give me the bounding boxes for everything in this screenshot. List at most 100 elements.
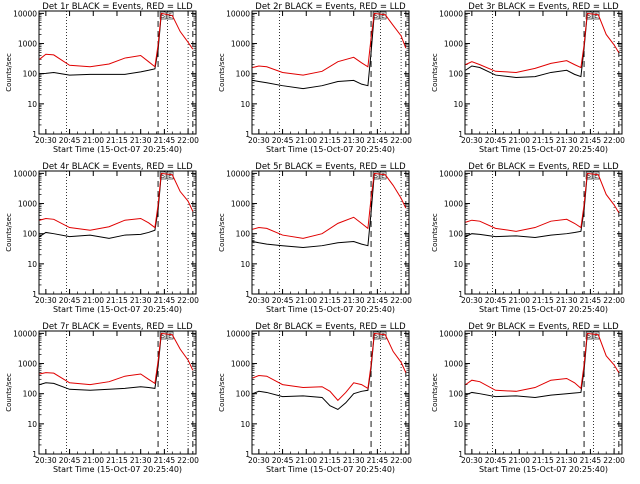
flag-box xyxy=(372,11,380,20)
y-tick-label: 1000 xyxy=(231,200,250,209)
y-tick-label: 10000 xyxy=(13,329,37,338)
x-tick-label: 21:15 xyxy=(106,456,128,465)
x-tick-label: 21:45 xyxy=(367,136,389,145)
x-tick-label: 22:00 xyxy=(177,456,199,465)
series-line-lld xyxy=(252,12,407,76)
y-tick-label: 100 xyxy=(236,70,251,79)
y-tick-label: 100 xyxy=(449,230,464,239)
y-tick-label: 100 xyxy=(449,390,464,399)
y-tick-label: 1 xyxy=(32,450,37,459)
y-tick-label: 10 xyxy=(27,100,37,109)
series-line-events xyxy=(252,14,375,90)
x-tick-label: 21:00 xyxy=(82,456,104,465)
x-tick-label: 21:30 xyxy=(130,456,152,465)
x-tick-label: 20:45 xyxy=(272,456,294,465)
flag-label: E xyxy=(381,173,385,180)
flag-label: E xyxy=(594,13,598,20)
y-tick-label: 1 xyxy=(458,130,463,139)
x-tick-label: 22:00 xyxy=(177,136,199,145)
flag-label: S xyxy=(161,333,165,340)
x-tick-label: 21:45 xyxy=(154,296,176,305)
x-tick-label: 21:00 xyxy=(295,136,317,145)
x-tick-label: 20:45 xyxy=(272,136,294,145)
x-tick-label: 20:30 xyxy=(35,296,57,305)
y-tick-label: 10 xyxy=(453,260,463,269)
x-tick-label: 20:45 xyxy=(59,296,81,305)
x-tick-label: 21:30 xyxy=(556,456,578,465)
flag-label: S xyxy=(374,333,378,340)
panel-title: Det 9r BLACK = Events, RED = LLD xyxy=(468,322,619,332)
y-axis-label: Counts/sec xyxy=(431,213,439,252)
y-tick-label: 1000 xyxy=(444,40,463,49)
flag-label: S xyxy=(374,13,378,20)
y-tick-label: 1000 xyxy=(18,360,37,369)
panel-6: Det 6r BLACK = Events, RED = LLD 1 10 100 10… xyxy=(431,162,625,314)
series-line-events xyxy=(465,14,588,78)
x-tick-label: 21:30 xyxy=(130,136,152,145)
y-tick-label: 1000 xyxy=(18,40,37,49)
x-tick-label: 22:00 xyxy=(390,296,412,305)
panel-title: Det 7r BLACK = Events, RED = LLD xyxy=(42,322,193,332)
x-tick-label: 20:30 xyxy=(461,456,483,465)
x-axis-label: Start Time (15-Oct-07 20:25:40) xyxy=(479,145,608,154)
y-axis-label: Counts/sec xyxy=(431,373,439,412)
panel-title: Det 1r BLACK = Events, RED = LLD xyxy=(42,2,193,12)
y-tick-label: 1 xyxy=(458,290,463,299)
panel-title: Det 5r BLACK = Events, RED = LLD xyxy=(255,162,406,172)
y-tick-label: 10 xyxy=(453,420,463,429)
panel-2: Det 2r BLACK = Events, RED = LLD 1 10 100 10… xyxy=(218,2,412,154)
x-tick-label: 21:30 xyxy=(556,136,578,145)
flag-box xyxy=(372,171,380,180)
y-tick-label: 100 xyxy=(449,70,464,79)
series-line-lld xyxy=(252,332,407,402)
x-tick-label: 21:00 xyxy=(508,296,530,305)
y-tick-label: 10000 xyxy=(439,9,463,18)
series-line-lld xyxy=(465,332,620,392)
y-axis-label: Counts/sec xyxy=(5,53,13,92)
y-tick-label: 10 xyxy=(240,420,250,429)
flag-label: S xyxy=(161,173,165,180)
y-tick-label: 1 xyxy=(245,450,250,459)
axes-frame xyxy=(251,170,410,295)
axes-frame xyxy=(38,10,197,135)
flag-box xyxy=(159,331,167,340)
y-tick-label: 1 xyxy=(245,290,250,299)
flag-label: S xyxy=(587,333,591,340)
x-axis-label: Start Time (15-Oct-07 20:25:40) xyxy=(266,305,395,314)
x-axis-label: Start Time (15-Oct-07 20:25:40) xyxy=(479,305,608,314)
x-tick-label: 21:15 xyxy=(106,296,128,305)
panel-5: Det 5r BLACK = Events, RED = LLD 1 10 100 10… xyxy=(218,162,412,314)
x-tick-label: 20:30 xyxy=(461,136,483,145)
x-tick-label: 22:00 xyxy=(390,456,412,465)
panel-1: Det 1r BLACK = Events, RED = LLD 1 10 100 10… xyxy=(5,2,199,154)
x-tick-label: 21:45 xyxy=(580,296,602,305)
y-tick-label: 10 xyxy=(240,260,250,269)
series-line-lld xyxy=(39,332,194,386)
axes-frame xyxy=(251,330,410,455)
flag-label: E xyxy=(168,173,172,180)
series-line-lld xyxy=(252,172,407,239)
flag-label: E xyxy=(168,333,172,340)
x-tick-label: 20:30 xyxy=(248,456,270,465)
x-tick-label: 21:45 xyxy=(154,456,176,465)
series-line-events xyxy=(39,14,162,76)
flag-label: S xyxy=(587,13,591,20)
x-tick-label: 22:00 xyxy=(390,136,412,145)
panel-7: Det 7r BLACK = Events, RED = LLD 1 10 100 10… xyxy=(5,322,199,474)
flag-label: E xyxy=(594,173,598,180)
flag-box xyxy=(585,331,593,340)
axes-frame xyxy=(464,10,623,135)
y-tick-label: 10 xyxy=(27,260,37,269)
x-tick-label: 21:15 xyxy=(532,136,554,145)
y-tick-label: 10000 xyxy=(439,169,463,178)
panel-title: Det 4r BLACK = Events, RED = LLD xyxy=(42,162,193,172)
y-axis-label: Counts/sec xyxy=(431,53,439,92)
series-line-lld xyxy=(39,12,194,68)
x-tick-label: 20:45 xyxy=(59,136,81,145)
series-line-events xyxy=(465,174,588,238)
x-axis-label: Start Time (15-Oct-07 20:25:40) xyxy=(266,145,395,154)
x-tick-label: 21:00 xyxy=(82,296,104,305)
series-line-events xyxy=(465,334,588,398)
flag-box xyxy=(585,171,593,180)
